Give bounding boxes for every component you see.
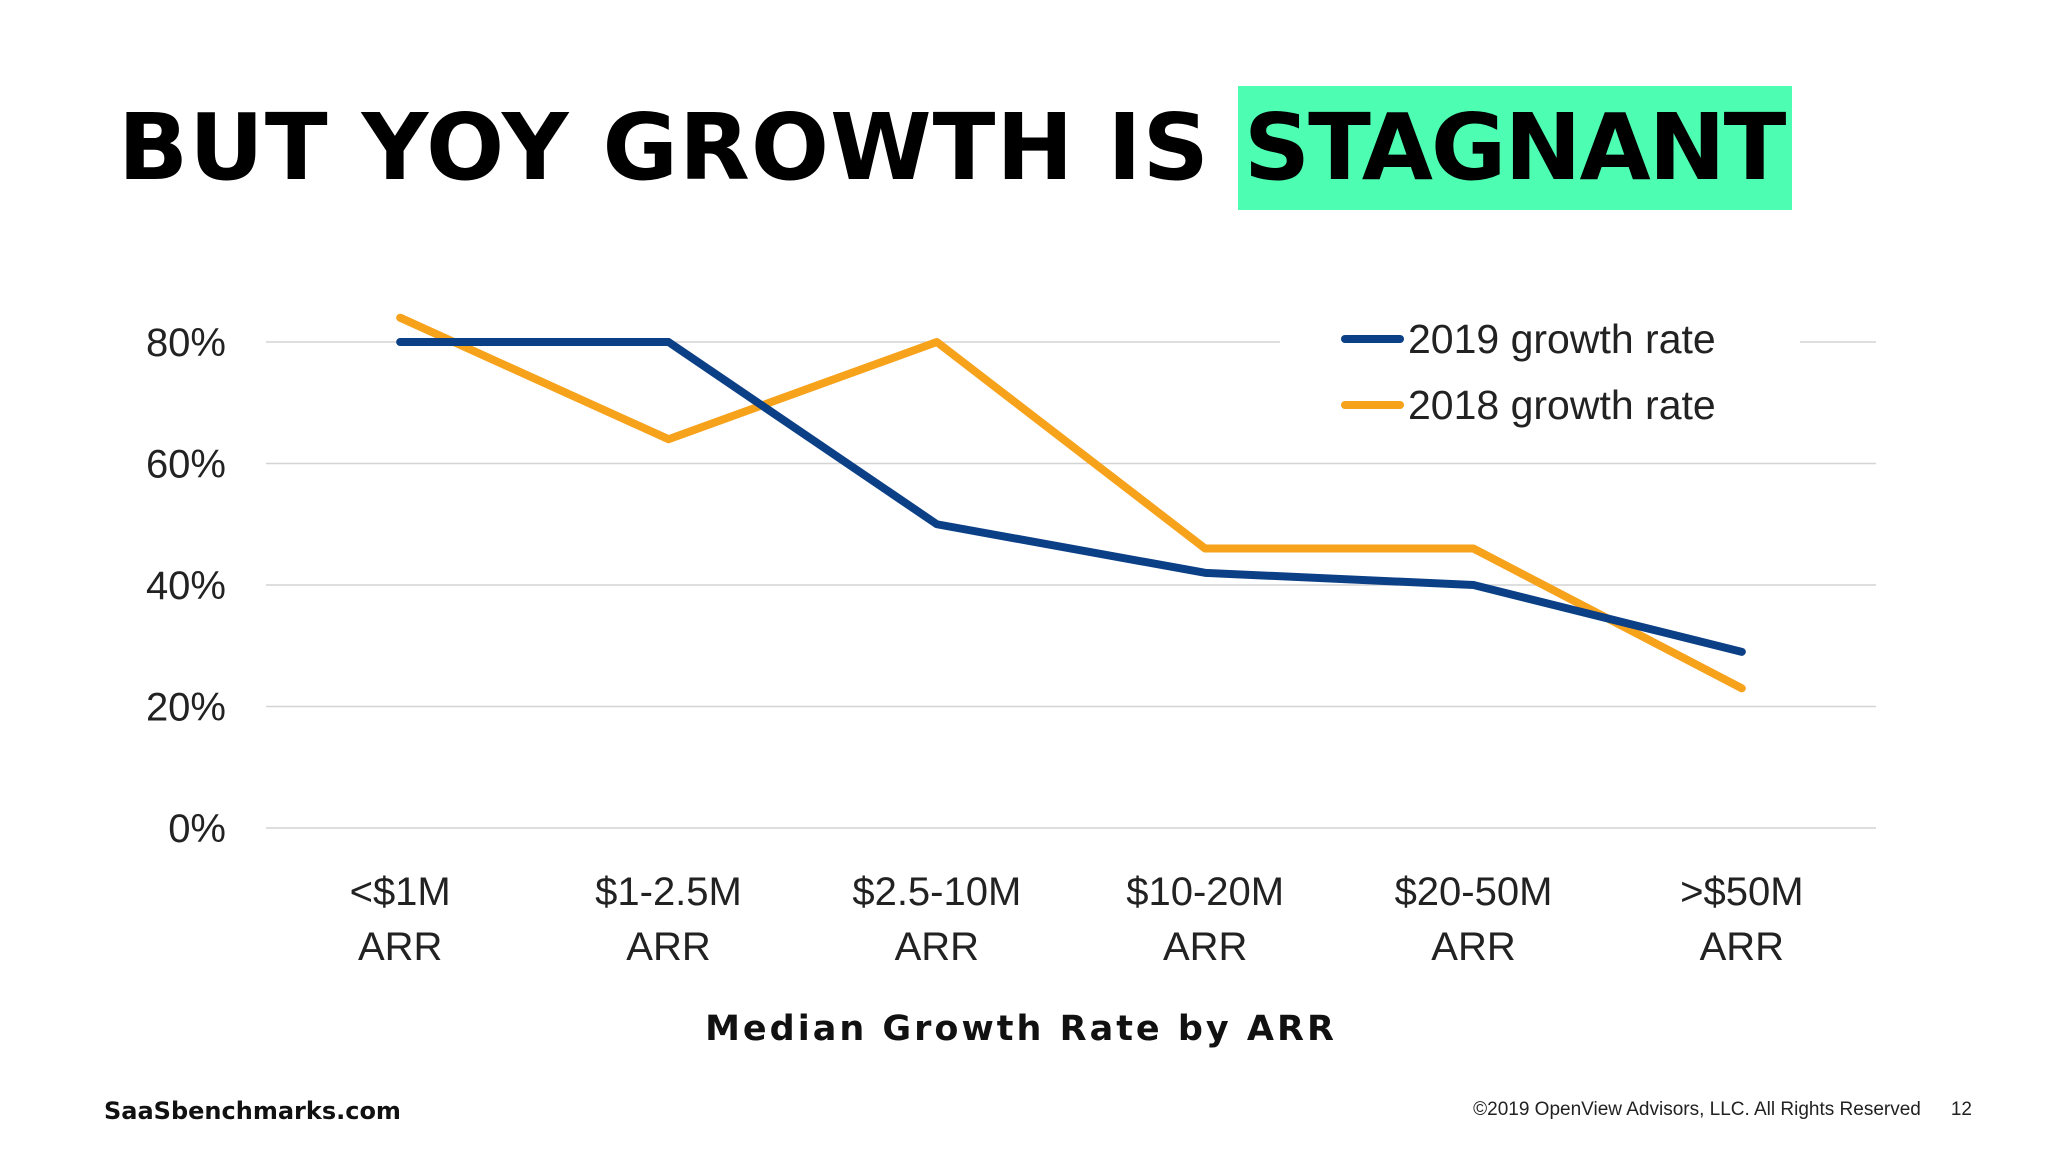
legend-label: 2019 growth rate bbox=[1408, 316, 1716, 362]
x-tick-label: $1-2.5M bbox=[595, 870, 742, 914]
x-tick-label: ARR bbox=[1700, 925, 1784, 969]
x-tick-label: ARR bbox=[358, 925, 442, 969]
x-tick-label: $20-50M bbox=[1395, 870, 1553, 914]
x-tick-label: ARR bbox=[626, 925, 710, 969]
title-main-text: BUT YOY GROWTH IS bbox=[118, 94, 1210, 201]
x-tick-label: ARR bbox=[1431, 925, 1515, 969]
y-tick-label: 80% bbox=[146, 321, 226, 365]
y-tick-label: 60% bbox=[146, 443, 226, 487]
x-tick-label: ARR bbox=[1163, 925, 1247, 969]
y-tick-label: 20% bbox=[146, 686, 226, 730]
series-line-2018 bbox=[396, 313, 1746, 693]
footer-copyright: ©2019 OpenView Advisors, LLC. All Rights… bbox=[1473, 1099, 1921, 1120]
x-tick-label: $10-20M bbox=[1126, 870, 1284, 914]
title-highlight-text: STAGNANT bbox=[1237, 86, 1793, 210]
x-axis-label: Median Growth Rate by ARR bbox=[705, 1009, 1337, 1049]
page-number: 12 bbox=[1950, 1099, 1972, 1120]
footer-right: ©2019 OpenView Advisors, LLC. All Rights… bbox=[1473, 1099, 1972, 1121]
x-tick-label: ARR bbox=[895, 925, 979, 969]
slide-title: BUT YOY GROWTH IS STAGNANT bbox=[118, 86, 1793, 210]
x-tick-label: <$1M bbox=[350, 870, 451, 914]
y-tick-label: 0% bbox=[168, 807, 226, 851]
legend-label: 2018 growth rate bbox=[1408, 382, 1716, 428]
x-tick-label: >$50M bbox=[1680, 870, 1803, 914]
series-line-2019 bbox=[396, 338, 1746, 656]
footer-site: SaaSbenchmarks.com bbox=[104, 1097, 401, 1125]
y-tick-label: 40% bbox=[146, 564, 226, 608]
x-tick-label: $2.5-10M bbox=[852, 870, 1021, 914]
